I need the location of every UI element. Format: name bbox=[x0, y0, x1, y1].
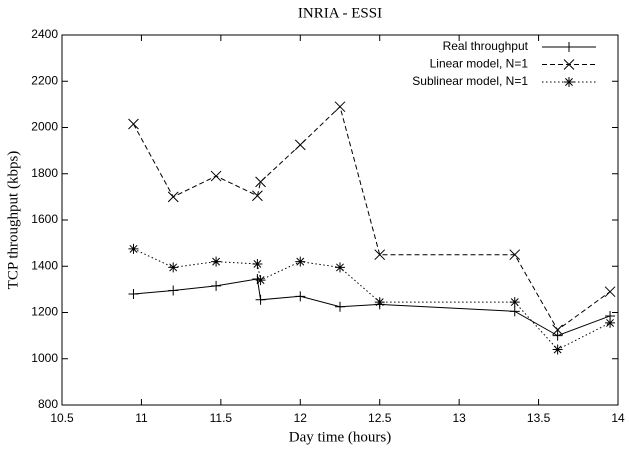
legend-marker bbox=[564, 42, 574, 52]
point-marker bbox=[509, 249, 521, 261]
x-axis-label: Day time (hours) bbox=[289, 429, 391, 445]
y-tick-label: 1400 bbox=[31, 258, 58, 272]
y-tick-label: 2000 bbox=[31, 120, 58, 134]
point-marker bbox=[168, 262, 179, 273]
point-marker bbox=[211, 280, 222, 291]
legend-marker bbox=[563, 59, 575, 70]
legend-label: Linear model, N=1 bbox=[430, 57, 529, 71]
point-marker bbox=[295, 256, 306, 267]
point-marker bbox=[128, 118, 139, 130]
point-marker bbox=[374, 297, 385, 308]
y-tick-label: 1000 bbox=[31, 351, 58, 365]
x-tick-label: 13 bbox=[452, 411, 466, 425]
x-tick-label: 11 bbox=[135, 411, 148, 425]
x-tick-label: 11.5 bbox=[210, 411, 233, 425]
point-marker bbox=[255, 294, 266, 305]
legend-label: Real throughput bbox=[443, 39, 529, 53]
point-marker bbox=[335, 301, 345, 312]
point-marker bbox=[255, 275, 266, 286]
series-line bbox=[133, 278, 611, 337]
point-marker bbox=[374, 249, 386, 261]
point-marker bbox=[252, 258, 263, 269]
point-marker bbox=[128, 289, 139, 299]
point-marker bbox=[605, 317, 616, 328]
point-marker bbox=[211, 256, 222, 267]
point-marker bbox=[604, 286, 616, 298]
point-marker bbox=[334, 101, 346, 113]
x-tick-label: 10.5 bbox=[50, 411, 74, 425]
y-tick-label: 1800 bbox=[31, 166, 58, 180]
y-tick-label: 800 bbox=[38, 397, 58, 411]
point-marker bbox=[509, 306, 520, 317]
plot-frame bbox=[61, 34, 619, 406]
point-marker bbox=[552, 324, 563, 336]
point-marker bbox=[128, 243, 139, 254]
point-marker bbox=[509, 297, 520, 308]
y-axis-label: TCP throughput (kbps) bbox=[5, 151, 21, 290]
point-marker bbox=[335, 262, 345, 273]
series-line bbox=[133, 105, 611, 331]
point-marker bbox=[252, 190, 263, 202]
x-tick-label: 13.5 bbox=[527, 411, 551, 425]
y-tick-label: 1200 bbox=[31, 305, 58, 319]
series-line bbox=[133, 248, 611, 351]
point-marker bbox=[295, 291, 306, 302]
point-marker bbox=[167, 191, 179, 203]
y-tick-label: 2400 bbox=[31, 27, 58, 41]
point-marker bbox=[255, 176, 266, 188]
point-marker bbox=[168, 285, 179, 296]
x-tick-label: 14 bbox=[611, 411, 625, 425]
legend-label: Sublinear model, N=1 bbox=[412, 74, 528, 88]
y-tick-label: 1600 bbox=[31, 212, 58, 226]
chart-title: INRIA - ESSI bbox=[298, 5, 382, 21]
point-marker bbox=[552, 330, 563, 341]
x-tick-label: 12 bbox=[294, 411, 308, 425]
point-marker bbox=[210, 170, 222, 182]
x-tick-label: 12.5 bbox=[368, 411, 392, 425]
y-tick-label: 2200 bbox=[31, 73, 58, 87]
legend-marker bbox=[564, 77, 574, 87]
point-marker bbox=[552, 344, 563, 355]
point-marker bbox=[294, 139, 306, 151]
